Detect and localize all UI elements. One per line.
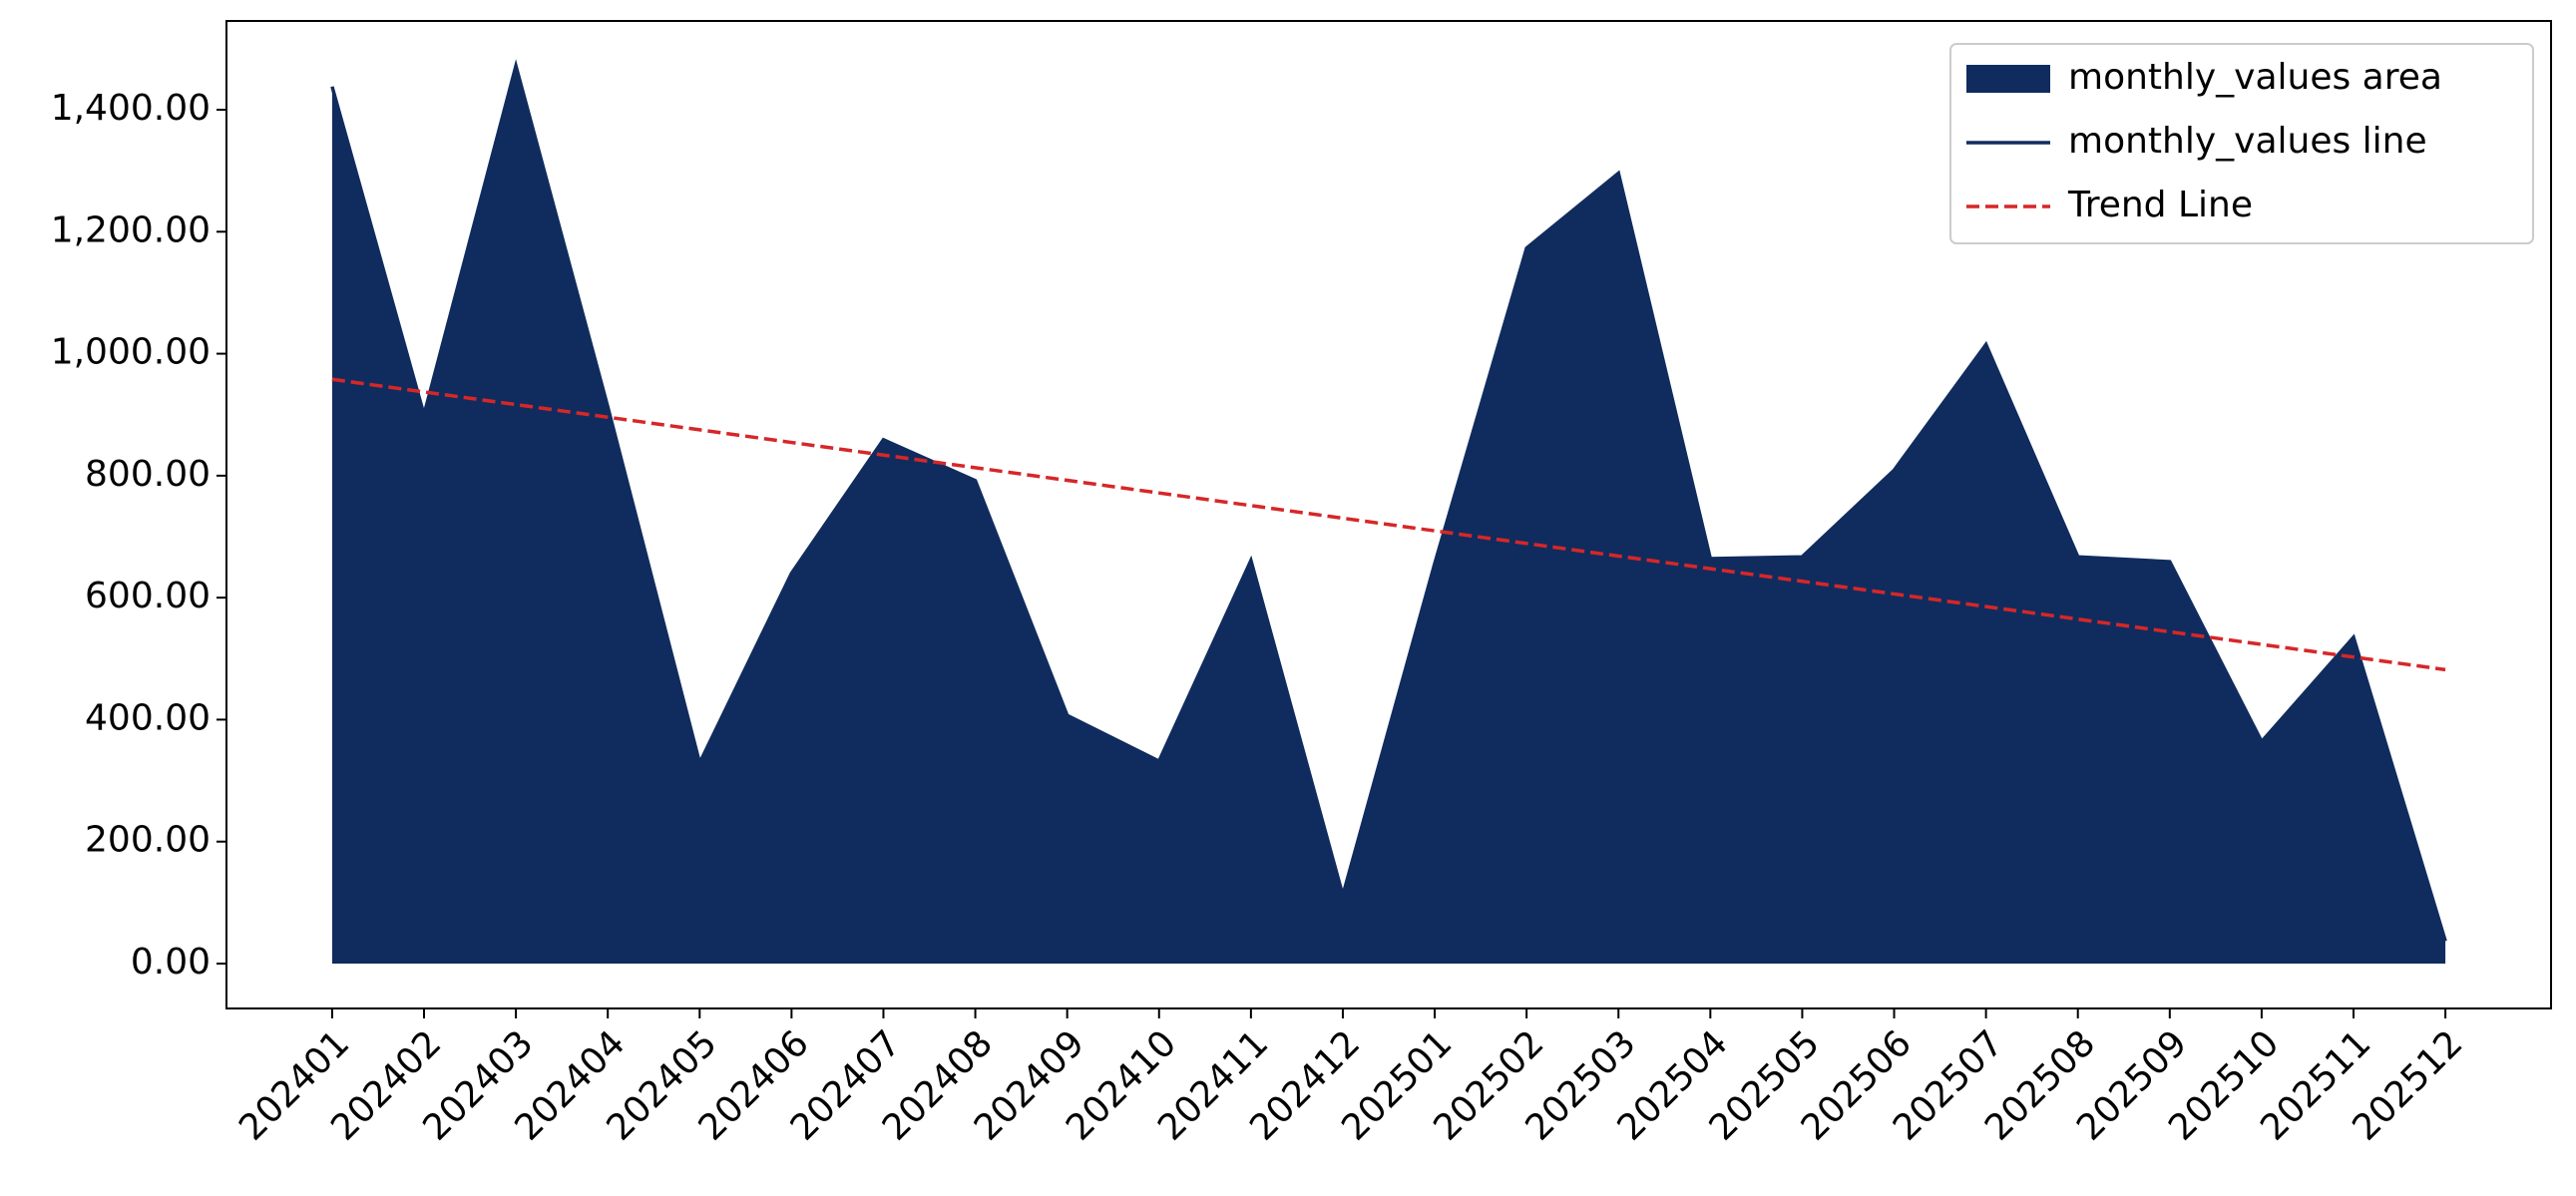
y-tick-label: 400.00 <box>85 697 211 738</box>
y-tick-label: 1,200.00 <box>51 209 211 250</box>
y-tick-label: 1,400.00 <box>51 88 211 129</box>
y-tick-label: 800.00 <box>85 454 211 495</box>
legend-label: monthly_values line <box>2068 121 2427 162</box>
legend-box <box>1949 43 2534 244</box>
y-tick-label: 600.00 <box>85 576 211 616</box>
y-tick-label: 0.00 <box>131 942 211 983</box>
y-tick-label: 1,000.00 <box>51 332 211 373</box>
plot-frame <box>225 20 2552 1009</box>
area <box>331 66 2446 964</box>
line <box>330 59 2447 942</box>
legend-swatch <box>1966 65 2050 93</box>
legend-label: Trend Line <box>2067 185 2253 225</box>
legend-label: monthly_values area <box>2068 57 2442 98</box>
y-tick-label: 200.00 <box>85 820 211 861</box>
line <box>331 377 2446 672</box>
